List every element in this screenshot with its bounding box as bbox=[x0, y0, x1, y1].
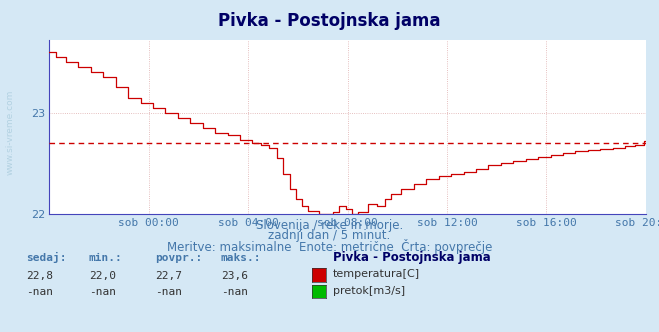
Text: -nan: -nan bbox=[221, 288, 248, 297]
Text: 23,6: 23,6 bbox=[221, 271, 248, 281]
Text: 22,8: 22,8 bbox=[26, 271, 53, 281]
Text: maks.:: maks.: bbox=[221, 253, 261, 263]
Text: -nan: -nan bbox=[89, 288, 116, 297]
Text: povpr.:: povpr.: bbox=[155, 253, 202, 263]
Text: min.:: min.: bbox=[89, 253, 123, 263]
Text: zadnji dan / 5 minut.: zadnji dan / 5 minut. bbox=[268, 229, 391, 242]
Text: Pivka - Postojnska jama: Pivka - Postojnska jama bbox=[218, 12, 441, 30]
Text: 22,0: 22,0 bbox=[89, 271, 116, 281]
Text: pretok[m3/s]: pretok[m3/s] bbox=[333, 286, 405, 296]
Text: sedaj:: sedaj: bbox=[26, 252, 67, 263]
Text: -nan: -nan bbox=[155, 288, 182, 297]
Text: www.si-vreme.com: www.si-vreme.com bbox=[5, 90, 14, 176]
Text: Meritve: maksimalne  Enote: metrične  Črta: povprečje: Meritve: maksimalne Enote: metrične Črta… bbox=[167, 239, 492, 254]
Text: 22,7: 22,7 bbox=[155, 271, 182, 281]
Text: temperatura[C]: temperatura[C] bbox=[333, 269, 420, 279]
Text: Slovenija / reke in morje.: Slovenija / reke in morje. bbox=[256, 219, 403, 232]
Text: -nan: -nan bbox=[26, 288, 53, 297]
Text: Pivka - Postojnska jama: Pivka - Postojnska jama bbox=[333, 251, 490, 264]
